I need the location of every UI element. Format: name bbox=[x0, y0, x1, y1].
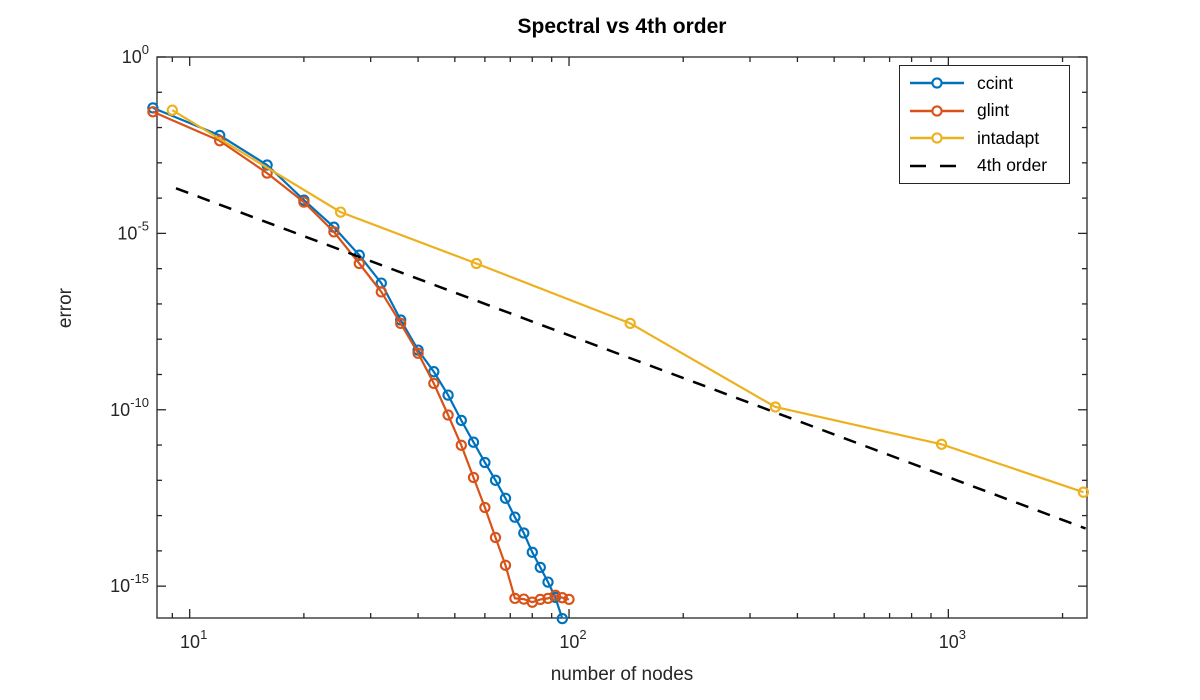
legend-sample-line-icon bbox=[910, 77, 964, 89]
x-tick-label: 103 bbox=[939, 627, 966, 652]
data-point-marker bbox=[526, 546, 538, 558]
series-ccint bbox=[147, 102, 568, 625]
legend-sample-line-icon bbox=[910, 105, 964, 117]
legend-marker-sample bbox=[931, 105, 943, 117]
data-point-marker bbox=[353, 257, 365, 270]
series-line bbox=[152, 106, 564, 619]
data-point-marker bbox=[509, 511, 521, 523]
series-line bbox=[171, 109, 1084, 494]
series-glint bbox=[147, 106, 575, 608]
data-point-marker bbox=[395, 317, 407, 330]
tick-marks bbox=[157, 56, 1087, 618]
data-point-marker bbox=[455, 439, 467, 451]
data-point-marker bbox=[412, 347, 424, 359]
series-line bbox=[152, 110, 570, 604]
data-point-marker bbox=[489, 531, 502, 544]
legend-label: glint bbox=[977, 100, 1010, 121]
legend-item-ccint: ccint bbox=[909, 69, 1069, 97]
data-point-marker bbox=[442, 389, 454, 401]
data-point-marker bbox=[467, 471, 480, 484]
series-line bbox=[175, 187, 1087, 530]
data-point-marker bbox=[428, 377, 440, 390]
data-point-marker bbox=[1077, 486, 1090, 498]
data-point-marker bbox=[935, 438, 948, 450]
y-tick-label: 10-5 bbox=[117, 218, 149, 243]
axes-box bbox=[156, 56, 1088, 619]
data-point-marker bbox=[455, 414, 467, 427]
data-point-marker bbox=[518, 527, 530, 539]
data-point-marker bbox=[375, 286, 387, 298]
data-point-marker bbox=[542, 576, 554, 588]
y-tick-label: 10-15 bbox=[110, 571, 149, 596]
data-point-marker bbox=[499, 559, 512, 571]
data-point-marker bbox=[556, 592, 568, 604]
data-point-marker bbox=[499, 492, 512, 504]
data-point-marker bbox=[298, 196, 310, 208]
data-point-marker bbox=[534, 593, 546, 606]
x-axis-label: number of nodes bbox=[550, 664, 694, 685]
data-point-marker bbox=[534, 561, 546, 574]
data-point-marker bbox=[563, 593, 575, 606]
y-tick-label: 10-10 bbox=[110, 395, 149, 420]
data-point-marker bbox=[470, 257, 483, 270]
legend-marker-sample bbox=[931, 132, 943, 144]
data-point-marker bbox=[334, 206, 347, 218]
legend-sample-line-icon bbox=[910, 132, 964, 144]
data-point-marker bbox=[328, 226, 340, 238]
data-point-marker bbox=[428, 366, 440, 378]
data-point-marker bbox=[442, 409, 454, 421]
legend: ccint glint intadapt 4th order bbox=[899, 65, 1070, 184]
legend-item-4th-order: 4th order bbox=[909, 152, 1069, 180]
x-tick-label: 102 bbox=[559, 627, 586, 652]
legend-label: ccint bbox=[977, 72, 1013, 93]
data-point-marker bbox=[479, 501, 491, 514]
data-point-marker bbox=[549, 589, 561, 601]
data-point-marker bbox=[479, 456, 491, 469]
legend-label: intadapt bbox=[977, 127, 1040, 148]
y-tick-label: 100 bbox=[122, 42, 149, 67]
data-point-marker bbox=[147, 106, 159, 118]
legend-item-intadapt: intadapt bbox=[909, 125, 1069, 153]
chart-title: Spectral vs 4th order bbox=[517, 15, 727, 38]
series-4th-order bbox=[175, 187, 1087, 530]
data-point-marker bbox=[467, 436, 480, 448]
legend-item-glint: glint bbox=[909, 97, 1069, 125]
legend-sample-line-icon bbox=[910, 164, 964, 168]
data-point-marker bbox=[769, 401, 782, 413]
data-point-marker bbox=[556, 612, 568, 625]
legend-marker-sample bbox=[931, 77, 943, 89]
data-point-marker bbox=[624, 317, 636, 330]
series-intadapt bbox=[166, 104, 1090, 498]
x-tick-label: 101 bbox=[180, 627, 207, 652]
legend-label: 4th order bbox=[977, 155, 1048, 176]
data-point-marker bbox=[489, 474, 502, 486]
data-point-marker bbox=[166, 104, 178, 116]
